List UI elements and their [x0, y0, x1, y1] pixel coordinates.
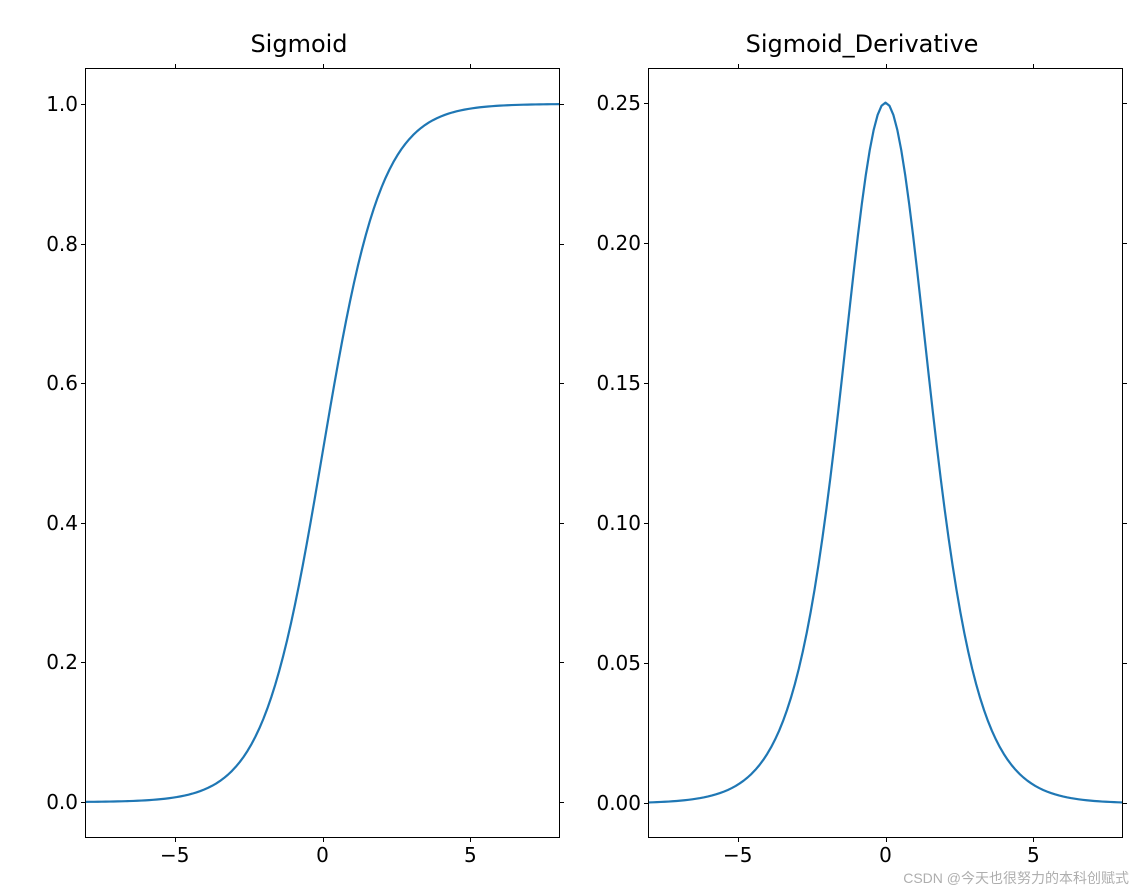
ytick-mark	[1122, 663, 1127, 664]
ytick-mark	[644, 523, 649, 524]
xtick-mark	[470, 64, 471, 69]
xtick-mark	[738, 64, 739, 69]
ytick-label: 0.6	[46, 371, 78, 395]
xtick-mark	[738, 837, 739, 842]
ytick-mark	[81, 104, 86, 105]
ytick-mark	[644, 103, 649, 104]
ytick-label: 0.0	[46, 790, 78, 814]
xtick-label: 0	[879, 843, 892, 867]
subplot-sigmoid: Sigmoid 0.00.20.40.60.81.0−505	[25, 30, 573, 838]
ytick-mark	[1122, 243, 1127, 244]
ytick-mark	[559, 383, 564, 384]
xtick-mark	[1033, 64, 1034, 69]
ytick-mark	[559, 523, 564, 524]
ytick-mark	[559, 662, 564, 663]
xtick-mark	[323, 837, 324, 842]
axes-derivative: 0.000.050.100.150.200.25−505	[648, 68, 1123, 838]
ytick-mark	[81, 523, 86, 524]
xtick-label: −5	[723, 843, 752, 867]
xtick-mark	[323, 64, 324, 69]
ytick-mark	[81, 244, 86, 245]
ytick-mark	[559, 244, 564, 245]
sigmoid-curve	[86, 69, 559, 837]
ytick-mark	[644, 663, 649, 664]
ytick-label: 0.15	[596, 371, 641, 395]
derivative-curve	[649, 69, 1122, 837]
ytick-mark	[1122, 103, 1127, 104]
xtick-mark	[470, 837, 471, 842]
ytick-mark	[1122, 523, 1127, 524]
xtick-mark	[175, 837, 176, 842]
xtick-label: 5	[464, 843, 477, 867]
ytick-mark	[644, 383, 649, 384]
xtick-label: 5	[1027, 843, 1040, 867]
xtick-mark	[886, 64, 887, 69]
ytick-label: 0.4	[46, 511, 78, 535]
ytick-mark	[644, 803, 649, 804]
xtick-mark	[1033, 837, 1034, 842]
xtick-label: 0	[316, 843, 329, 867]
ytick-mark	[559, 104, 564, 105]
watermark-text: CSDN @今天也很努力的本科创赋式	[903, 868, 1129, 888]
ytick-label: 0.05	[596, 651, 641, 675]
ytick-label: 0.2	[46, 650, 78, 674]
ytick-mark	[1122, 803, 1127, 804]
axes-sigmoid: 0.00.20.40.60.81.0−505	[85, 68, 560, 838]
ytick-mark	[81, 802, 86, 803]
subplot-sigmoid-derivative: Sigmoid_Derivative 0.000.050.100.150.200…	[588, 30, 1136, 838]
plot-title-sigmoid: Sigmoid	[25, 30, 573, 60]
ytick-mark	[1122, 383, 1127, 384]
ytick-label: 1.0	[46, 92, 78, 116]
ytick-mark	[644, 243, 649, 244]
ytick-label: 0.8	[46, 232, 78, 256]
ytick-mark	[559, 802, 564, 803]
sigmoid-line	[86, 104, 559, 802]
ytick-label: 0.10	[596, 511, 641, 535]
ytick-mark	[81, 383, 86, 384]
ytick-mark	[81, 662, 86, 663]
plot-title-derivative: Sigmoid_Derivative	[588, 30, 1136, 60]
sigmoid_derivative-line	[649, 103, 1122, 803]
ytick-label: 0.20	[596, 231, 641, 255]
xtick-mark	[886, 837, 887, 842]
figure: Sigmoid 0.00.20.40.60.81.0−505 Sigmoid_D…	[0, 30, 1137, 892]
ytick-label: 0.00	[596, 791, 641, 815]
xtick-mark	[175, 64, 176, 69]
xtick-label: −5	[160, 843, 189, 867]
ytick-label: 0.25	[596, 91, 641, 115]
